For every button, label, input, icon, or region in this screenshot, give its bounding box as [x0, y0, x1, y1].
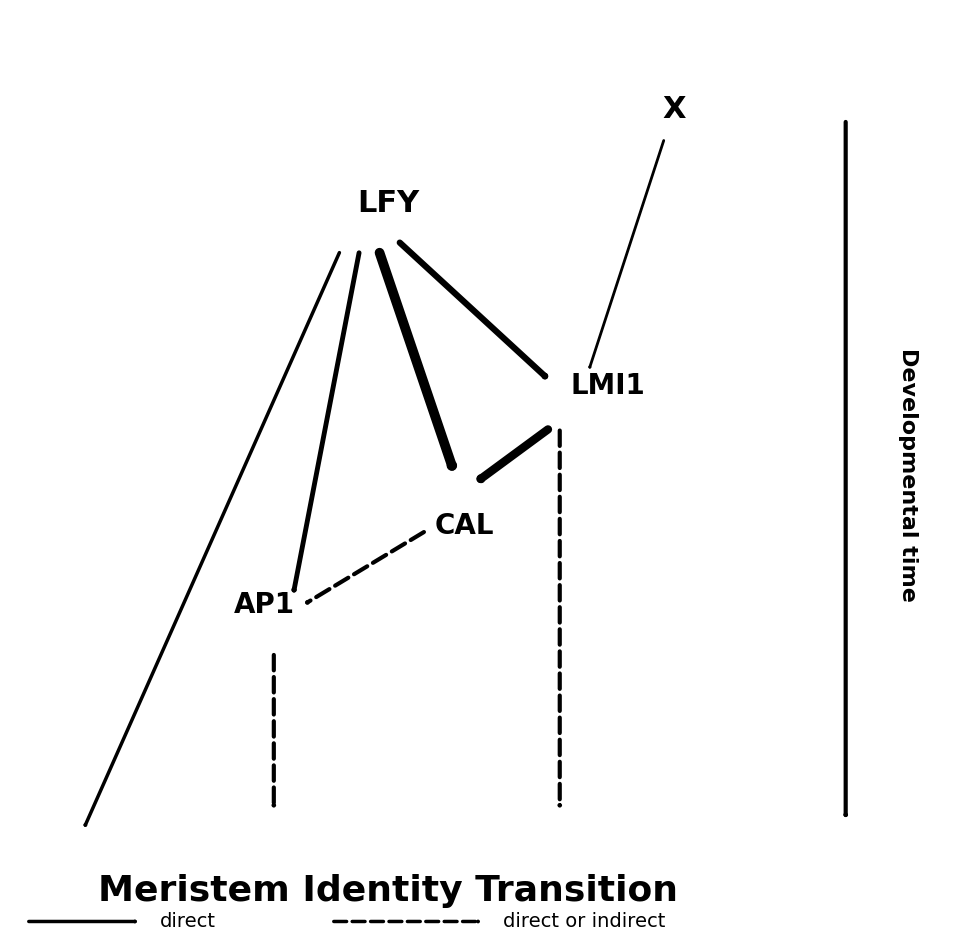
Text: AP1: AP1 [234, 591, 295, 620]
Text: LMI1: LMI1 [570, 372, 645, 400]
Text: CAL: CAL [435, 512, 494, 540]
Text: Meristem Identity Transition: Meristem Identity Transition [99, 874, 678, 907]
Text: X: X [662, 95, 686, 124]
Text: Developmental time: Developmental time [897, 347, 918, 602]
Text: direct or indirect: direct or indirect [503, 912, 665, 931]
Text: LFY: LFY [357, 189, 420, 218]
Text: direct: direct [160, 912, 216, 931]
